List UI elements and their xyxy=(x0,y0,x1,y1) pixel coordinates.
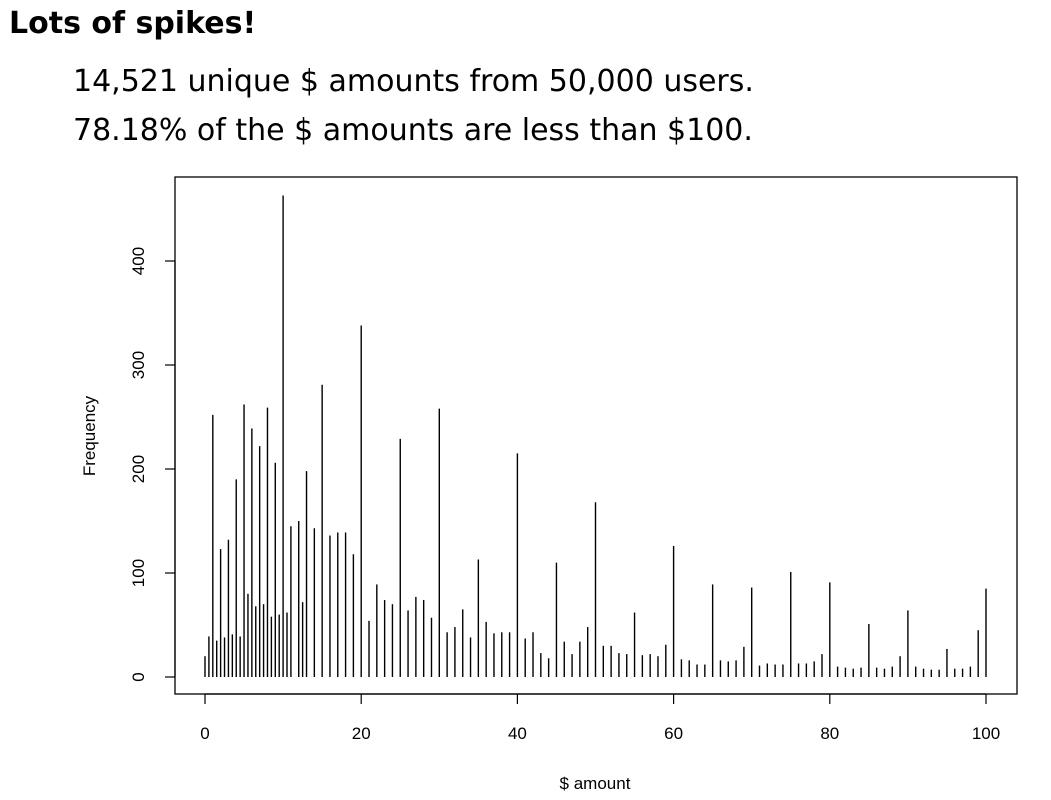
y-tick-label: 200 xyxy=(129,455,148,483)
x-tick-label: 60 xyxy=(664,724,683,743)
x-tick-label: 80 xyxy=(820,724,839,743)
x-tick-label: 100 xyxy=(972,724,1000,743)
spikes-layer xyxy=(204,195,987,677)
x-tick-label: 20 xyxy=(352,724,371,743)
x-tick-label: 40 xyxy=(508,724,527,743)
axes-layer: 0 20 40 60 80 100 0 100 200 300 400 xyxy=(129,247,1000,743)
y-tick-label: 400 xyxy=(129,247,148,275)
x-axis-label: $ amount xyxy=(560,774,631,793)
under-100-share-text: 78.18% of the $ amounts are less than $1… xyxy=(73,113,753,148)
y-tick-label: 300 xyxy=(129,351,148,379)
slide-title: Lots of spikes! xyxy=(9,6,257,41)
unique-amounts-text: 14,521 unique $ amounts from 50,000 user… xyxy=(73,64,754,99)
y-tick-label: 100 xyxy=(129,559,148,587)
x-tick-label: 0 xyxy=(200,724,209,743)
y-axis-label: Frequency xyxy=(80,395,99,476)
y-tick-label: 0 xyxy=(129,672,148,681)
